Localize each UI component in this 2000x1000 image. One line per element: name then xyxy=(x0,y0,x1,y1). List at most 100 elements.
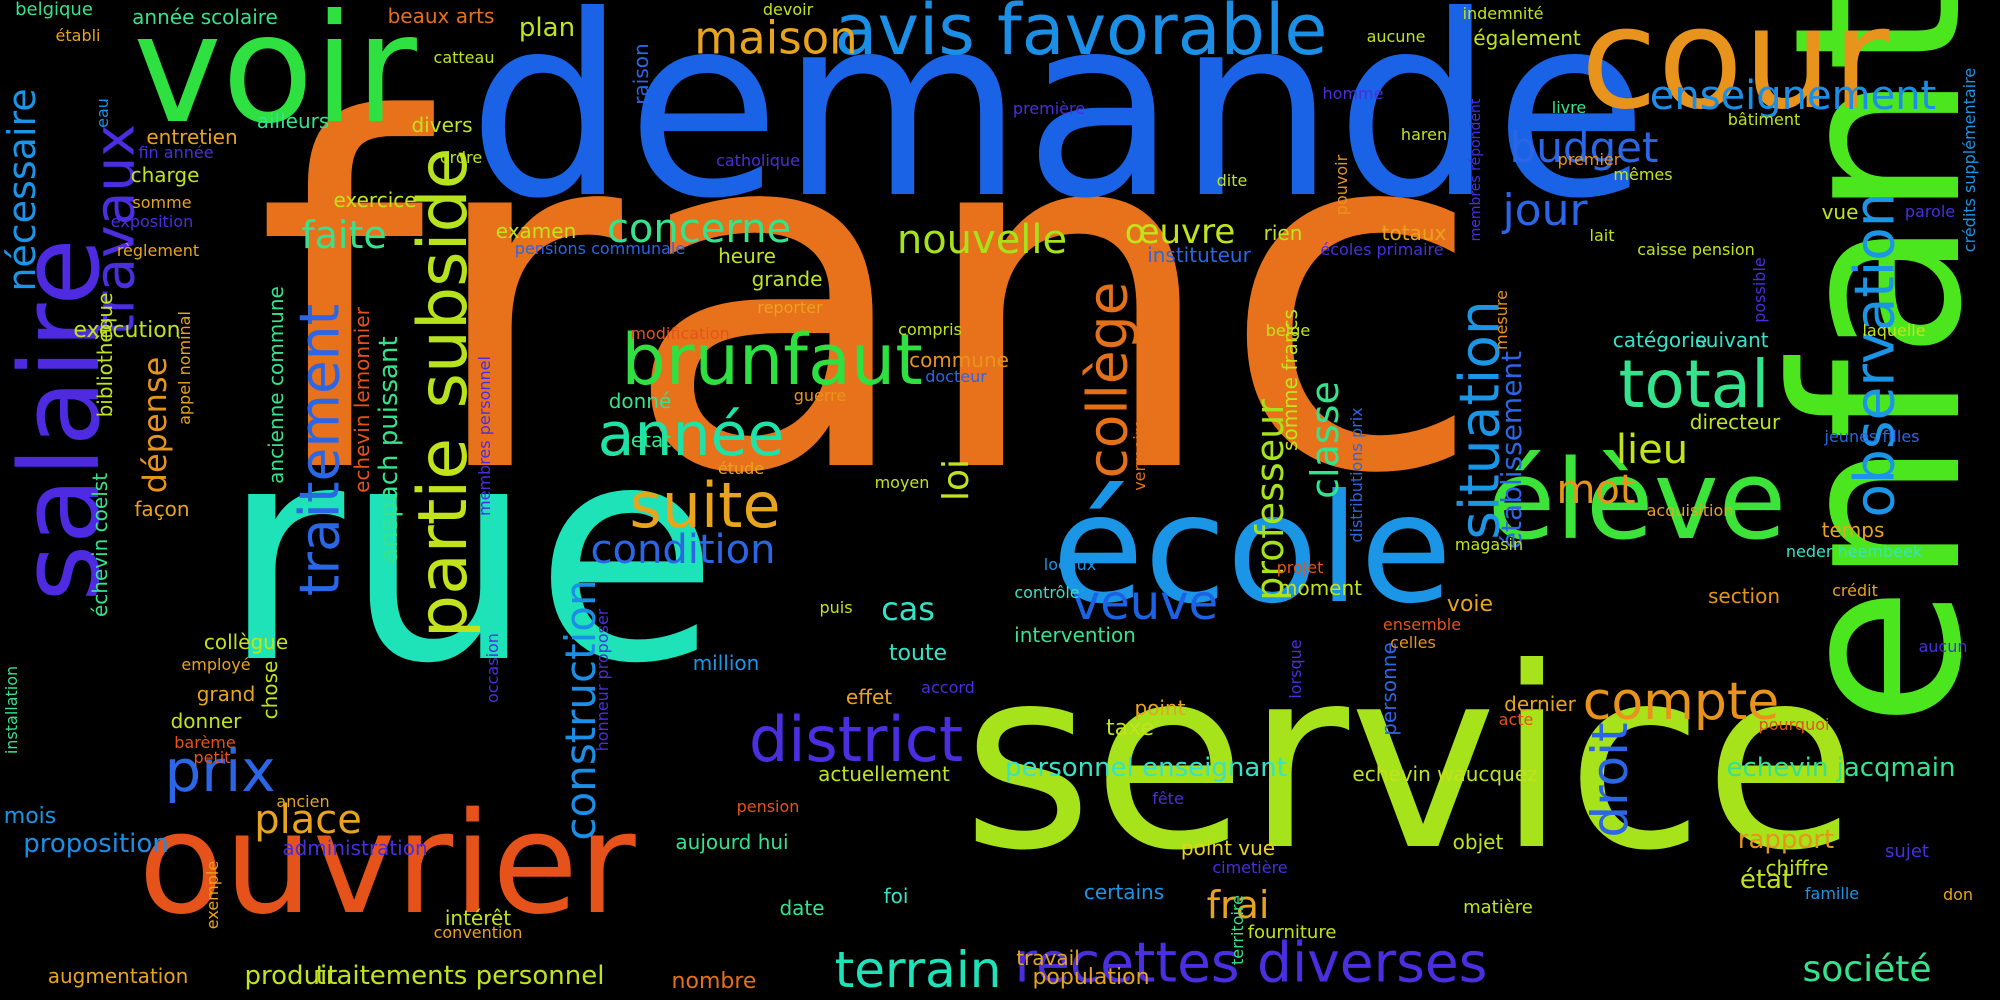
word-recettes-diverses: recettes diverses xyxy=(1014,930,1488,995)
word-fourniture: fourniture xyxy=(1247,922,1337,943)
word-echevin-lemonnier: echevin lemonnier xyxy=(350,307,374,493)
word-societe: société xyxy=(1802,949,1932,990)
word-donne: donné xyxy=(608,389,672,413)
word-belge: belge xyxy=(1265,321,1311,340)
word-aucune: aucune xyxy=(1366,27,1426,46)
word-territoire: territoire xyxy=(1228,894,1247,966)
word-eleve: élève xyxy=(1487,436,1787,564)
word-ecole: école xyxy=(1051,463,1453,637)
word-ecoles-primaire: écoles primaire xyxy=(1320,240,1444,259)
word-avis-favorable: avis favorable xyxy=(834,0,1328,71)
word-bibliotheque: bibliothèque xyxy=(93,292,117,418)
word-homme: homme xyxy=(1322,84,1384,103)
word-vue: vue xyxy=(1821,200,1859,224)
word-catholique: catholique xyxy=(716,151,800,170)
word-pension: pension xyxy=(736,797,800,816)
word-catteau: catteau xyxy=(433,48,495,67)
word-suivant: suivant xyxy=(1695,328,1769,352)
word-mois: mois xyxy=(3,804,57,829)
word-augmentation: augmentation xyxy=(47,964,189,988)
word-district: district xyxy=(748,703,964,776)
word-plan: plan xyxy=(518,13,576,43)
word-execution: exécution xyxy=(73,318,181,343)
word-controle: contrôle xyxy=(1014,583,1080,602)
word-classe: classe xyxy=(1303,381,1347,499)
word-occasion: occasion xyxy=(483,633,502,703)
word-charge: charge xyxy=(130,163,200,187)
word-rien: rien xyxy=(1263,221,1303,245)
word-ouvrier: ouvrier xyxy=(138,783,636,946)
word-donner: donner xyxy=(170,709,242,733)
word-livre: livre xyxy=(1551,98,1587,117)
word-aucun: aucun xyxy=(1918,637,1968,656)
word-annee-scolaire: année scolaire xyxy=(132,5,278,29)
word-brunfaut: brunfaut xyxy=(621,319,923,401)
word-compris: compris xyxy=(898,320,962,339)
word-heure: heure xyxy=(718,244,776,268)
word-honneur-proposer: honneur proposer xyxy=(593,608,612,752)
word-faite: faite xyxy=(301,213,387,257)
word-somme: somme xyxy=(132,193,192,212)
word-temps: temps xyxy=(1821,518,1885,542)
word-fete: fête xyxy=(1152,789,1184,808)
word-credits-supplementaire: crédits supplémentaire xyxy=(1960,67,1979,253)
word-indemnite: indemnité xyxy=(1462,4,1544,23)
word-date: date xyxy=(779,896,825,920)
word-acquisition: acquisition xyxy=(1646,501,1734,520)
word-dite: dite xyxy=(1216,171,1248,190)
word-reglement: règlement xyxy=(116,241,200,260)
word-instituteur: instituteur xyxy=(1147,243,1251,267)
word-jeunes-filles: jeunes filles xyxy=(1824,427,1920,446)
word-enseignement: enseignement xyxy=(1649,73,1937,119)
word-don: don xyxy=(1942,885,1974,904)
word-lait: lait xyxy=(1589,226,1615,245)
word-categorie: catégorie xyxy=(1612,328,1708,352)
word-famille: famille xyxy=(1804,884,1860,903)
word-acte: acte xyxy=(1498,710,1534,729)
word-taxe: taxe xyxy=(1106,716,1154,741)
word-haren: haren xyxy=(1400,125,1448,144)
word-moyen: moyen xyxy=(874,473,930,492)
word-million: million xyxy=(692,651,760,675)
word-guerre: guerre xyxy=(793,386,847,405)
word-echevin-waucquez: echevin waucquez xyxy=(1352,762,1538,786)
word-etat: état xyxy=(1739,865,1793,895)
word-examen: examen xyxy=(495,219,577,243)
word-chose: chose xyxy=(258,660,282,720)
word-mot: mot xyxy=(1556,467,1636,513)
word-eau: eau xyxy=(93,98,112,128)
word-ensemble: ensemble xyxy=(1382,615,1462,634)
word-toute: toute xyxy=(888,641,948,666)
word-voir: voir xyxy=(133,0,417,157)
word-ordre: ordre xyxy=(439,148,483,167)
word-terrain: terrain xyxy=(834,941,1002,999)
word-caisse-pension: caisse pension xyxy=(1637,240,1755,259)
word-produit: produit xyxy=(244,961,338,991)
word-employe: employé xyxy=(181,655,251,674)
word-petit: petit xyxy=(193,748,231,767)
word-grande: grande xyxy=(751,267,823,291)
word-bareme: barème xyxy=(174,733,236,752)
word-total: total xyxy=(1618,346,1770,423)
word-chiffre: chiffre xyxy=(1765,856,1829,880)
word-premier: premier xyxy=(1557,150,1621,169)
word-franc: franc xyxy=(255,20,1485,579)
word-intervention: intervention xyxy=(1014,623,1136,647)
word-personnel-enseignant: personnel enseignant xyxy=(1005,753,1287,783)
word-observation: observation xyxy=(1842,192,1907,518)
word-etude: étude xyxy=(717,459,765,478)
word-beaux-arts: beaux arts xyxy=(387,4,495,28)
word-divers: divers xyxy=(411,113,473,137)
word-possible: possible xyxy=(1750,257,1769,323)
word-actuellement: actuellement xyxy=(818,762,950,786)
word-frai: frai xyxy=(1206,883,1270,927)
word-dernier: dernier xyxy=(1504,692,1576,716)
word-nombre: nombre xyxy=(671,969,757,994)
word-docteur: docteur xyxy=(925,367,987,386)
word-membres-repondent: membres répondent xyxy=(1468,98,1484,242)
word-nouvelle: nouvelle xyxy=(896,217,1068,263)
word-sujet: sujet xyxy=(1885,841,1929,862)
word-etabli: établi xyxy=(55,26,101,45)
word-interet: intérêt xyxy=(444,906,512,930)
word-totaux: totaux xyxy=(1381,221,1447,245)
